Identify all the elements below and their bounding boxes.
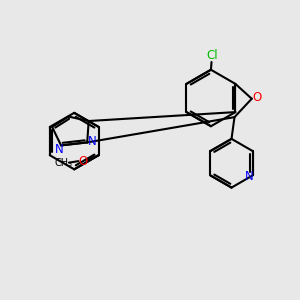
Text: N: N xyxy=(245,170,254,183)
Text: O: O xyxy=(79,154,88,168)
Text: N: N xyxy=(55,143,64,156)
Text: CH₃: CH₃ xyxy=(55,158,73,168)
Text: O: O xyxy=(253,91,262,104)
Text: Cl: Cl xyxy=(207,49,218,62)
Text: N: N xyxy=(88,135,97,148)
